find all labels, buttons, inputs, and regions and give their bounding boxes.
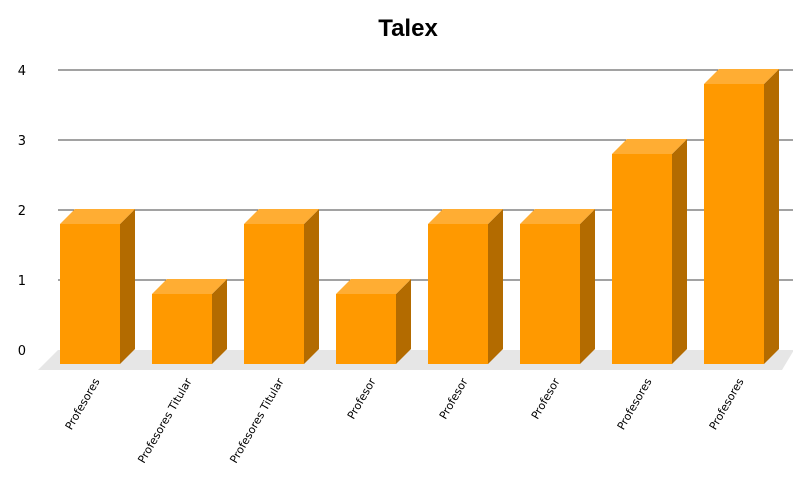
- x-category-label: Profesores: [63, 376, 103, 432]
- bar-side: [212, 279, 227, 364]
- bar-top: [612, 139, 687, 154]
- bar-side: [488, 209, 503, 364]
- bar-top: [704, 69, 779, 84]
- bar: [336, 279, 411, 364]
- x-category-label: Profesor: [345, 376, 379, 422]
- bar: [704, 69, 779, 364]
- bar-top: [152, 279, 227, 294]
- x-category-label: Profesor: [437, 376, 471, 422]
- bar: [152, 279, 227, 364]
- bar: [520, 209, 595, 364]
- bar-front: [336, 294, 396, 364]
- bar-front: [428, 224, 488, 364]
- bar-side: [304, 209, 319, 364]
- bar: [60, 209, 135, 364]
- bar-top: [60, 209, 135, 224]
- y-tick-label: 2: [18, 204, 26, 219]
- bar: [244, 209, 319, 364]
- chart-floor: [38, 350, 793, 370]
- bar-front: [152, 294, 212, 364]
- y-tick-label: 1: [18, 274, 26, 289]
- bar-side: [764, 69, 779, 364]
- bar-side: [120, 209, 135, 364]
- y-tick-label: 4: [18, 64, 26, 79]
- y-tick-label: 3: [18, 134, 26, 149]
- bar-side: [580, 209, 595, 364]
- x-category-label: Profesores Titular: [227, 376, 286, 466]
- bar-side: [672, 139, 687, 364]
- x-axis-category-labels: Profesores Profesores Titular Profesores T…: [63, 376, 747, 466]
- bar-front: [612, 154, 672, 364]
- x-category-label: Profesor: [529, 376, 563, 422]
- bar-top: [244, 209, 319, 224]
- bar: [612, 139, 687, 364]
- x-category-label: Profesores Titular: [135, 376, 194, 466]
- bar: [428, 209, 503, 364]
- y-axis-tick-labels: 0 1 2 3 4: [18, 64, 26, 359]
- chart-title: Talex: [378, 15, 438, 42]
- y-tick-label: 0: [18, 344, 26, 359]
- x-category-label: Profesores: [615, 376, 655, 432]
- bar-front: [60, 224, 120, 364]
- bar-front: [520, 224, 580, 364]
- bar-side: [396, 279, 411, 364]
- bar-top: [336, 279, 411, 294]
- bar-front: [704, 84, 764, 364]
- x-category-label: Profesores: [707, 376, 747, 432]
- bar-front: [244, 224, 304, 364]
- bars: [60, 69, 779, 364]
- bar-top: [520, 209, 595, 224]
- bar-top: [428, 209, 503, 224]
